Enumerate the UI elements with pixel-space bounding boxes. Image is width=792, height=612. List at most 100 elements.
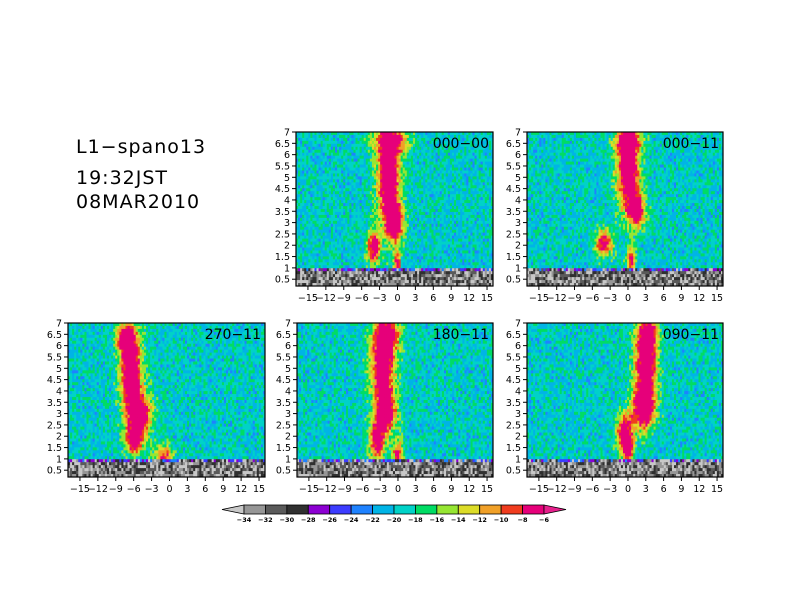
colorbar-cell — [265, 504, 288, 515]
xtick-label: 15 — [253, 484, 265, 495]
xtick-label: 0 — [395, 484, 401, 495]
xtick-label: 0 — [625, 484, 631, 495]
panel-heatmap — [527, 323, 723, 477]
ytick-label: 5.5 — [47, 352, 62, 363]
colorbar-cell — [479, 504, 502, 515]
xtick-label: 3 — [643, 484, 649, 495]
xtick-label: −9 — [568, 484, 582, 495]
ytick-label: 2.5 — [506, 229, 521, 240]
time-label: 19:32JST — [76, 167, 168, 189]
ytick-label: 5.5 — [275, 161, 290, 172]
xtick-label: 9 — [448, 484, 454, 495]
ytick-label: 6 — [515, 341, 521, 352]
ytick-label: 1.5 — [275, 252, 290, 263]
xtick-label: −3 — [603, 484, 617, 495]
ytick-label: 1.5 — [506, 443, 521, 454]
xtick-label: 0 — [166, 484, 172, 495]
ytick-label: 5.5 — [276, 352, 291, 363]
xtick-label: −15 — [529, 293, 549, 304]
colorbar-label: −28 — [301, 516, 316, 524]
colorbar-label: −24 — [344, 516, 359, 524]
xtick-label: −6 — [355, 484, 369, 495]
ytick-label: 3 — [285, 409, 291, 420]
panel-frame — [296, 322, 494, 478]
colorbar-label: −26 — [322, 516, 337, 524]
colorbar-label: −14 — [451, 516, 466, 524]
panel-title: 000−00 — [433, 136, 489, 152]
xtick-label: 6 — [661, 293, 667, 304]
ytick-label: 1.5 — [276, 443, 291, 454]
colorbar-label: −16 — [430, 516, 445, 524]
xtick-label: 15 — [481, 293, 493, 304]
panel-frame — [526, 131, 724, 287]
xtick-label: 12 — [463, 293, 475, 304]
xtick-label: 9 — [678, 293, 684, 304]
ytick-label: 6.5 — [47, 330, 62, 341]
panel-frame — [526, 322, 724, 478]
ytick-label: 4.5 — [275, 184, 290, 195]
ytick-label: 3.5 — [506, 207, 521, 218]
panel-frame — [67, 322, 266, 478]
xtick-label: −6 — [355, 293, 369, 304]
xtick-label: −3 — [145, 484, 159, 495]
xtick-label: −12 — [316, 293, 336, 304]
xtick-label: 15 — [481, 484, 493, 495]
xtick-label: 9 — [220, 484, 226, 495]
xtick-label: 9 — [448, 293, 454, 304]
panel-4: 0.511.522.533.544.555.566.57−15−12 −9 −6 −3… — [506, 319, 724, 495]
panel-title: 000−11 — [663, 136, 719, 152]
ytick-label: 5 — [515, 364, 521, 375]
ytick-label: 2.5 — [275, 229, 290, 240]
ytick-label: 5 — [285, 364, 291, 375]
ytick-label: 2 — [515, 432, 521, 443]
xtick-label: 3 — [413, 484, 419, 495]
panel-3: 0.511.522.533.544.555.566.57−15−12 −9 −6 −3… — [276, 319, 494, 495]
xtick-label: 12 — [463, 484, 475, 495]
ytick-label: 0.5 — [506, 466, 521, 477]
ytick-label: 7 — [515, 319, 521, 330]
ytick-label: 5 — [56, 364, 62, 375]
ytick-label: 2.5 — [47, 420, 62, 431]
colorbar-cell — [350, 504, 373, 515]
ytick-label: 1 — [56, 454, 62, 465]
ytick-label: 3 — [515, 409, 521, 420]
panel-1: 0.511.522.533.544.555.566.57−15−12 −9 −6 −3… — [506, 128, 724, 304]
xtick-label: −12 — [317, 484, 337, 495]
ytick-label: 0.5 — [275, 275, 290, 286]
colorbar-cell — [436, 504, 459, 515]
panel-title: 090−11 — [663, 327, 719, 343]
ytick-label: 1 — [515, 454, 521, 465]
ytick-label: 5.5 — [506, 161, 521, 172]
ytick-label: 2 — [56, 432, 62, 443]
colorbar-over-arrow — [543, 504, 567, 515]
xtick-label: 6 — [431, 484, 437, 495]
xtick-label: −9 — [338, 484, 352, 495]
xtick-label: −6 — [585, 293, 599, 304]
xtick-label: 15 — [711, 484, 723, 495]
colorbar-cell — [393, 504, 416, 515]
ytick-label: 6 — [515, 150, 521, 161]
colorbar-cell — [522, 504, 545, 515]
ytick-label: 3.5 — [276, 398, 291, 409]
ytick-label: 3 — [515, 218, 521, 229]
ytick-label: 2 — [515, 241, 521, 252]
colorbar: −34 −32 −30 −28 −26 −24 −22 −20 −18 −16 −14 −12 −10 −… — [221, 504, 567, 524]
xtick-label: −3 — [373, 484, 387, 495]
xtick-label: −9 — [568, 293, 582, 304]
ytick-label: 2 — [284, 241, 290, 252]
ytick-label: 3.5 — [506, 398, 521, 409]
ytick-label: 6 — [56, 341, 62, 352]
colorbar-label: −34 — [237, 516, 252, 524]
colorbar-cell — [286, 504, 309, 515]
xtick-label: 6 — [202, 484, 208, 495]
xtick-label: −12 — [547, 293, 567, 304]
ytick-label: 4.5 — [276, 375, 291, 386]
ytick-label: 6 — [284, 150, 290, 161]
ytick-label: 0.5 — [276, 466, 291, 477]
xtick-label: −12 — [547, 484, 567, 495]
ytick-label: 4.5 — [506, 184, 521, 195]
xtick-label: 15 — [711, 293, 723, 304]
xtick-label: 6 — [661, 484, 667, 495]
colorbar-label: −22 — [365, 516, 380, 524]
xtick-label: −15 — [529, 484, 549, 495]
